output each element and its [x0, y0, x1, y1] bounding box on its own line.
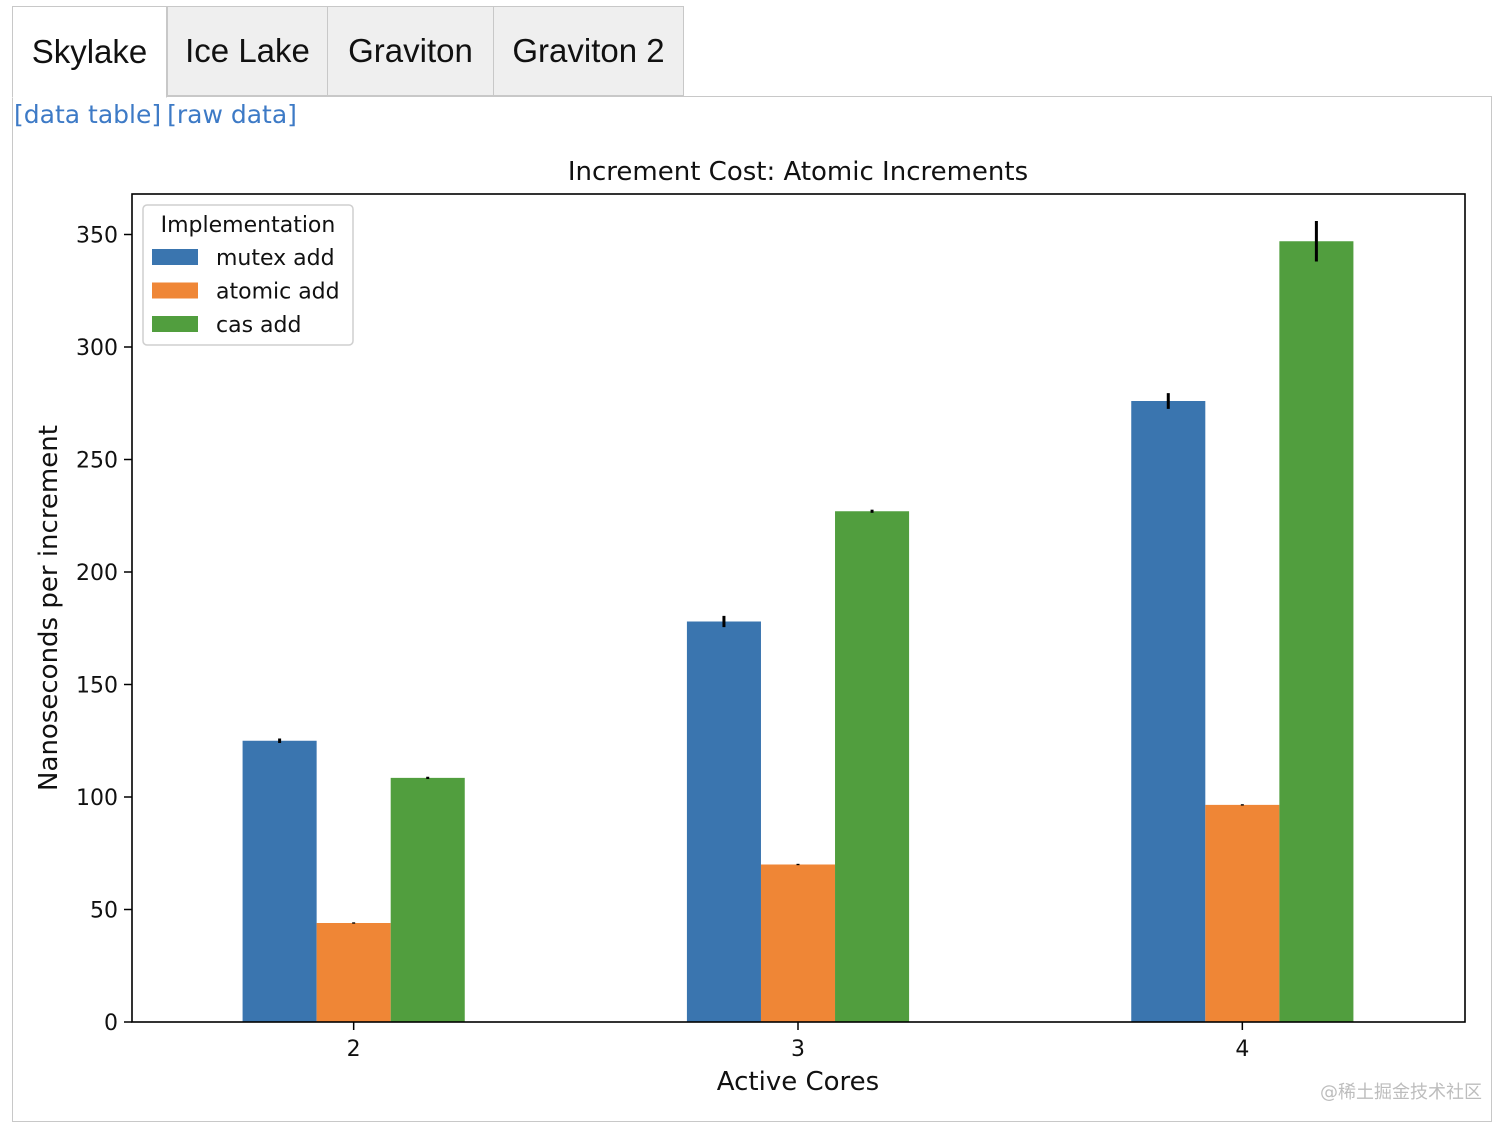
data-table-link[interactable]: [data table] — [14, 100, 162, 129]
y-tick-label: 300 — [76, 336, 118, 361]
y-tick-label: 0 — [104, 1011, 118, 1036]
raw-data-link[interactable]: [raw data] — [167, 100, 297, 129]
x-tick-label: 4 — [1235, 1037, 1249, 1062]
bar-mutex-add-4 — [1131, 401, 1206, 1022]
y-tick-label: 50 — [90, 899, 118, 924]
legend-swatch — [152, 316, 198, 332]
tab-graviton[interactable]: Graviton — [327, 6, 494, 96]
y-tick-label: 150 — [76, 674, 118, 699]
x-tick-label: 3 — [791, 1037, 805, 1062]
bar-cas-add-3 — [835, 511, 910, 1022]
bar-atomic-add-3 — [760, 864, 836, 1022]
legend-label: cas add — [216, 313, 301, 338]
x-axis-label: Active Cores — [717, 1067, 879, 1097]
legend-swatch — [152, 249, 198, 265]
legend-label: mutex add — [216, 246, 335, 271]
legend-box — [142, 204, 354, 346]
y-tick-label: 100 — [76, 786, 118, 811]
chart-title: Increment Cost: Atomic Increments — [568, 157, 1028, 187]
x-tick-label: 2 — [347, 1037, 361, 1062]
bar-atomic-add-2 — [316, 923, 391, 1022]
data-links: [data table] [raw data] — [14, 100, 303, 129]
bar-cas-add-4 — [1279, 241, 1354, 1022]
y-tick-label: 350 — [76, 224, 118, 249]
y-tick-label: 250 — [76, 449, 118, 474]
legend-title: Implementation — [161, 213, 336, 238]
bar-mutex-add-2 — [242, 740, 317, 1022]
bar-mutex-add-3 — [686, 621, 761, 1022]
y-axis-label: Nanoseconds per increment — [34, 425, 64, 791]
bar-atomic-add-4 — [1205, 804, 1280, 1022]
bar-cas-add-2 — [390, 777, 465, 1022]
legend-label: atomic add — [216, 280, 340, 305]
y-tick-label: 200 — [76, 561, 118, 586]
tab-skylake[interactable]: Skylake — [12, 6, 167, 98]
y-ticks-group: 0 50 100 150 200 250 300 350 — [76, 224, 132, 1036]
error-bars-group — [278, 221, 1318, 924]
tab-ice-lake[interactable]: Ice Lake — [167, 6, 328, 96]
legend: Implementation mutex add atomic add cas add — [142, 204, 354, 346]
bars-group — [242, 241, 1354, 1022]
x-ticks-group: 2 3 4 — [347, 1022, 1249, 1062]
watermark: @稀土掘金技术社区 — [1320, 1082, 1482, 1103]
legend-swatch — [152, 282, 198, 299]
tab-graviton-2[interactable]: Graviton 2 — [493, 6, 684, 96]
